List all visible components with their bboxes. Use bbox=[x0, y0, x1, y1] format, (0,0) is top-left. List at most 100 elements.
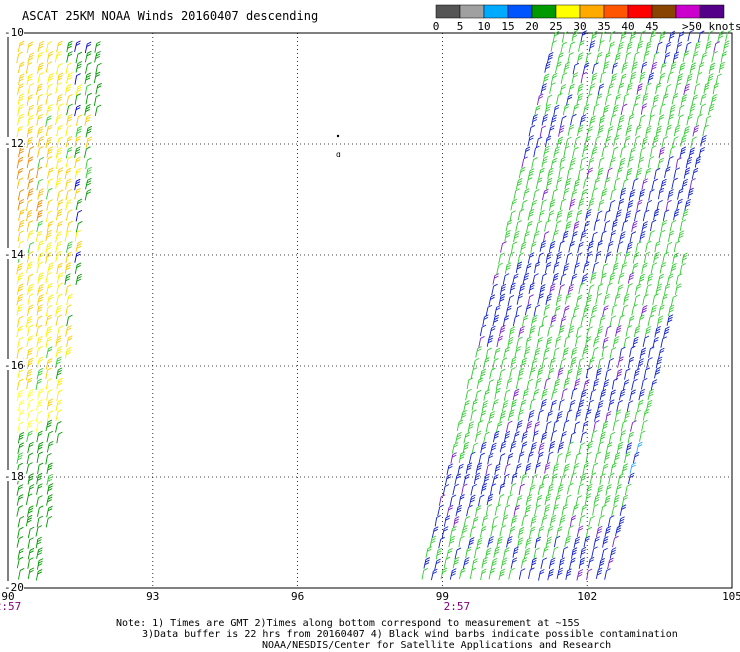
lat-tick-label: -12 bbox=[4, 137, 24, 150]
wind-barb bbox=[579, 157, 587, 169]
wind-barb bbox=[675, 273, 683, 285]
wind-barb bbox=[645, 199, 653, 212]
wind-barb bbox=[652, 51, 660, 64]
wind-barb bbox=[544, 462, 551, 474]
wind-barb bbox=[530, 314, 538, 327]
wind-barb bbox=[533, 145, 540, 158]
wind-barb bbox=[612, 419, 620, 432]
wind-barb bbox=[647, 314, 655, 327]
legend-swatch bbox=[651, 4, 677, 19]
wind-barb bbox=[631, 304, 638, 316]
wind-barb bbox=[519, 399, 527, 412]
wind-barb bbox=[534, 504, 541, 517]
wind-barb bbox=[572, 62, 580, 75]
wind-barb bbox=[679, 219, 687, 231]
wind-barb bbox=[540, 557, 548, 569]
wind-barb bbox=[664, 166, 671, 179]
wind-barb bbox=[725, 29, 732, 42]
wind-barb bbox=[532, 389, 540, 401]
wind-barb bbox=[530, 557, 537, 570]
wind-barb bbox=[552, 272, 559, 285]
wind-barb bbox=[618, 516, 625, 528]
wind-barb bbox=[624, 410, 631, 422]
wind-barb bbox=[605, 282, 613, 295]
wind-barb bbox=[603, 293, 611, 306]
legend-tick-label: 40 bbox=[621, 20, 634, 33]
wind-barb bbox=[598, 40, 605, 52]
wind-barb bbox=[544, 377, 551, 390]
wind-barb bbox=[627, 156, 634, 168]
wind-barb bbox=[539, 125, 547, 137]
wind-barb bbox=[85, 92, 92, 105]
wind-barb bbox=[525, 263, 532, 275]
wind-barb bbox=[635, 124, 642, 136]
wind-barb bbox=[84, 188, 92, 201]
wind-barb bbox=[648, 114, 655, 126]
wind-barb bbox=[533, 547, 540, 559]
wind-barb bbox=[596, 325, 604, 338]
wind-barb bbox=[536, 93, 544, 106]
wind-barb bbox=[46, 389, 53, 401]
wind-barb bbox=[480, 441, 487, 454]
wind-barb bbox=[604, 525, 612, 538]
wind-barb bbox=[670, 263, 677, 275]
wind-barb bbox=[609, 389, 616, 402]
wind-barb bbox=[504, 262, 512, 274]
wind-barb bbox=[515, 305, 522, 317]
wind-barb bbox=[673, 167, 681, 179]
wind-barb bbox=[670, 61, 677, 73]
wind-barb bbox=[490, 483, 497, 495]
wind-barb bbox=[625, 325, 633, 337]
wind-barb bbox=[522, 272, 530, 285]
wind-barb bbox=[621, 494, 629, 507]
wind-barb bbox=[522, 388, 530, 400]
wind-barb bbox=[584, 493, 592, 505]
wind-barb bbox=[715, 73, 722, 85]
wind-barb bbox=[541, 473, 549, 486]
wind-barb bbox=[36, 399, 43, 411]
wind-barb bbox=[694, 41, 701, 53]
wind-barb bbox=[631, 61, 638, 74]
wind-barb bbox=[540, 273, 548, 285]
wind-barb bbox=[458, 494, 465, 506]
wind-barb bbox=[550, 430, 558, 442]
wind-barb bbox=[66, 113, 73, 126]
wind-barb bbox=[632, 451, 640, 464]
wind-barb bbox=[631, 178, 639, 190]
wind-barb bbox=[37, 388, 44, 400]
lat-tick-label: -16 bbox=[4, 359, 24, 372]
wind-barb bbox=[582, 304, 590, 316]
wind-barb bbox=[513, 431, 520, 443]
wind-barb bbox=[496, 262, 503, 275]
wind-barb bbox=[506, 377, 513, 390]
legend-swatch bbox=[459, 4, 485, 19]
wind-barb bbox=[45, 115, 52, 127]
wind-barb bbox=[482, 314, 489, 326]
wind-barb bbox=[672, 252, 679, 265]
wind-barb bbox=[569, 315, 577, 327]
wind-barb bbox=[641, 221, 648, 233]
wind-barb bbox=[26, 126, 34, 138]
wind-barb bbox=[473, 472, 481, 485]
wind-barb bbox=[548, 557, 556, 569]
wind-barb bbox=[650, 262, 658, 274]
wind-barb bbox=[46, 167, 54, 179]
wind-barb bbox=[46, 103, 53, 116]
wind-barb bbox=[695, 71, 703, 84]
wind-barb bbox=[589, 472, 597, 484]
wind-barb bbox=[46, 346, 53, 358]
wind-barb bbox=[46, 83, 53, 95]
wind-barb bbox=[16, 494, 24, 506]
wind-barb bbox=[513, 188, 520, 200]
wind-barb bbox=[45, 377, 53, 390]
wind-barb bbox=[594, 451, 601, 464]
wind-barb bbox=[679, 146, 687, 159]
wind-barb bbox=[555, 336, 562, 348]
wind-barb bbox=[537, 409, 544, 422]
wind-barb bbox=[498, 293, 506, 306]
wind-barb bbox=[686, 73, 693, 85]
wind-barb bbox=[517, 526, 525, 539]
wind-barb bbox=[556, 410, 563, 423]
wind-barb bbox=[27, 283, 34, 296]
wind-barb bbox=[74, 146, 81, 158]
